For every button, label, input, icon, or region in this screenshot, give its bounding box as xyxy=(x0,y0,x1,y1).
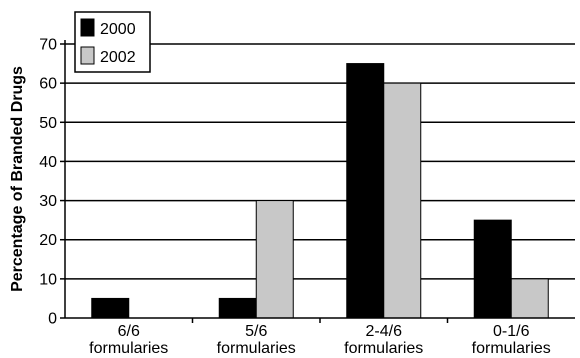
legend: 2000 2002 xyxy=(74,11,151,73)
y-tick-label: 20 xyxy=(39,232,57,249)
x-category-label: formularies xyxy=(472,340,551,357)
y-tick-labels: 0 10 20 30 40 50 60 70 xyxy=(39,37,65,328)
y-tick-label: 30 xyxy=(39,193,57,210)
bars xyxy=(91,63,549,319)
bar-2000-1 xyxy=(218,297,257,319)
x-category-label: 6/6 xyxy=(118,323,140,340)
bar-2002-2 xyxy=(383,82,422,319)
x-category-label: 0-1/6 xyxy=(493,323,530,340)
y-axis-label: Percentage of Branded Drugs xyxy=(9,66,26,292)
legend-swatch-2000 xyxy=(80,18,95,37)
y-tick-label: 0 xyxy=(48,311,57,328)
x-category-label: formularies xyxy=(89,340,168,357)
x-category-labels: 6/6formularies5/6formularies2-4/6formula… xyxy=(89,318,551,357)
y-tick-label: 50 xyxy=(39,115,57,132)
bar-2000-2 xyxy=(346,63,385,319)
legend-label-2002: 2002 xyxy=(100,49,136,66)
x-category-label: formularies xyxy=(217,340,296,357)
x-category-label: 5/6 xyxy=(245,323,267,340)
y-tick-label: 60 xyxy=(39,76,57,93)
bar-2002-3 xyxy=(510,278,549,319)
bar-2000-0 xyxy=(91,297,130,319)
y-tick-label: 40 xyxy=(39,154,57,171)
y-tick-label: 70 xyxy=(39,37,57,54)
legend-label-2000: 2000 xyxy=(100,21,136,38)
legend-swatch-2002 xyxy=(80,46,95,65)
bar-2000-3 xyxy=(473,219,512,319)
y-tick-label: 10 xyxy=(39,271,57,288)
bar-2002-1 xyxy=(255,200,294,319)
x-category-label: formularies xyxy=(344,340,423,357)
x-category-label: 2-4/6 xyxy=(366,323,403,340)
